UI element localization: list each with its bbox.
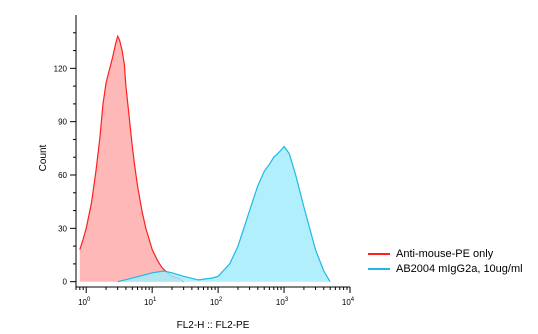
series-line-0 <box>79 34 184 283</box>
x-tick-label: 102 <box>210 297 223 307</box>
legend-swatch-blue <box>368 268 390 270</box>
y-tick-label: 30 <box>58 224 67 233</box>
legend-label: Anti-mouse-PE only <box>396 248 494 260</box>
legend-label: AB2004 mIgG2a, 10ug/ml <box>396 263 523 275</box>
legend-item-anti-mouse: Anti-mouse-PE only <box>368 247 523 261</box>
x-tick-label: 103 <box>276 297 289 307</box>
legend-item-ab2004: AB2004 mIgG2a, 10ug/ml <box>368 262 523 276</box>
series-line-1 <box>117 145 331 283</box>
series-area-0 <box>79 36 184 282</box>
legend: Anti-mouse-PE only AB2004 mIgG2a, 10ug/m… <box>368 247 523 277</box>
y-tick-label: 0 <box>63 278 68 287</box>
series-area-1 <box>117 146 331 282</box>
legend-swatch-red <box>368 253 390 255</box>
x-axis-label: FL2-H :: FL2-PE <box>177 320 250 331</box>
y-tick-label: 60 <box>58 171 67 180</box>
x-tick-label: 100 <box>78 297 91 307</box>
x-tick-label: 104 <box>342 297 355 307</box>
y-axis-label: Count <box>38 144 49 171</box>
x-tick-label: 101 <box>144 297 157 307</box>
y-tick-label: 120 <box>54 64 68 73</box>
axes: 0 30 60 90 120 100 101 102 103 104 <box>54 15 355 307</box>
y-tick-label: 90 <box>58 118 67 127</box>
plot-area <box>79 34 331 283</box>
